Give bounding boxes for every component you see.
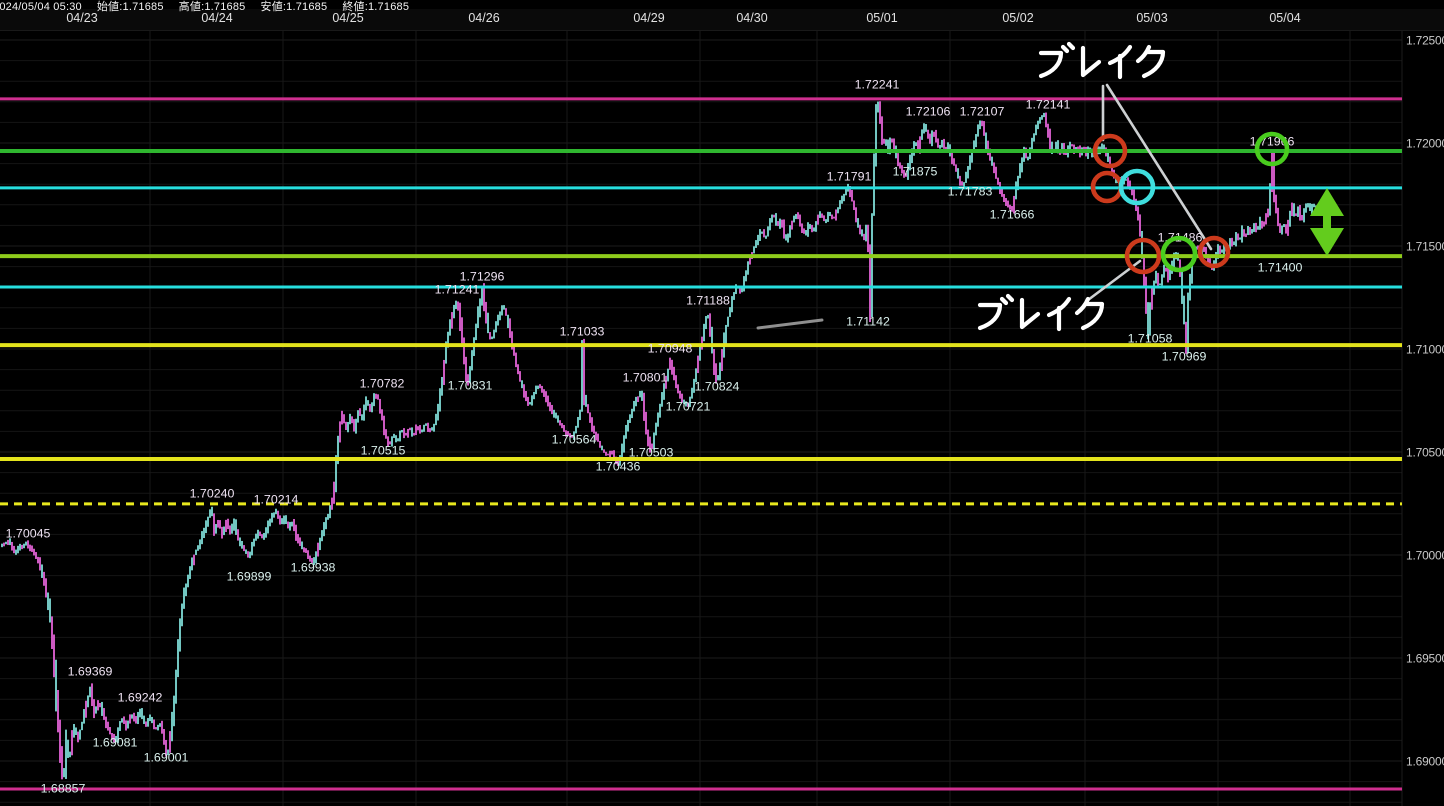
- swing-price-label: 1.72241: [855, 78, 900, 92]
- break-circle: [1124, 237, 1162, 275]
- ohlc-info-bar: 2024/05/04 05:30 始値:1.71685 高値:1.71685 安値:1…: [0, 0, 439, 13]
- date-label: 04/29: [633, 11, 665, 25]
- pointer-line: [1105, 83, 1213, 251]
- candles: [1, 101, 1317, 780]
- horizontal-gridlines: [0, 39, 1402, 803]
- break-circle: [1197, 235, 1231, 269]
- date-label: 04/30: [736, 11, 768, 25]
- swing-price-label: 1.70831: [448, 379, 493, 393]
- price-axis-label: 1.72000: [1406, 137, 1444, 151]
- date-label: 05/04: [1269, 11, 1301, 25]
- date-label: 05/03: [1136, 11, 1168, 25]
- swing-price-label: 1.70503: [629, 446, 674, 460]
- ohlc-field: 高値:1.71685: [178, 1, 246, 13]
- date-label: 05/01: [866, 11, 898, 25]
- swing-price-label: 1.71666: [990, 208, 1035, 222]
- price-axis[interactable]: 1.72500 1.72000 1.71500 1.71000 1.70500 1.700…: [1406, 34, 1444, 769]
- swing-price-label: 1.69899: [227, 570, 272, 584]
- price-axis-label: 1.71500: [1406, 240, 1444, 254]
- break-circle: [1092, 133, 1128, 169]
- swing-price-label: 1.70515: [361, 444, 406, 458]
- swing-price-label: 1.72107: [960, 105, 1005, 119]
- ohlc-values: 始値:1.71685 高値:1.71685 安値:1.71685 終値:1.71685: [97, 1, 424, 13]
- swing-price-label: 1.71400: [1258, 261, 1303, 275]
- break-annotation-bottom: ブレイク: [977, 293, 1105, 332]
- swing-price-label: 1.71142: [846, 315, 890, 329]
- date-label: 05/02: [1002, 11, 1034, 25]
- double-arrow-icon: [1310, 188, 1344, 256]
- swing-price-label: 1.70782: [360, 377, 405, 391]
- swing-price-label: 1.69369: [68, 665, 113, 679]
- swing-price-label: 1.71791: [827, 170, 872, 184]
- swing-price-label: 1.70240: [190, 487, 235, 501]
- swing-price-label: 1.71188: [686, 294, 730, 308]
- break-circle: [1254, 131, 1290, 167]
- date-label: 04/25: [332, 11, 364, 25]
- swing-price-label: 1.70948: [648, 342, 693, 356]
- swing-price-label: 1.70564: [552, 433, 597, 447]
- price-axis-label: 1.71000: [1406, 343, 1444, 357]
- date-label: 04/23: [66, 11, 98, 25]
- ohlc-field: 終値:1.71685: [342, 1, 410, 13]
- break-annotation-top: ブレイク: [1038, 41, 1166, 80]
- swing-price-label: 1.71241: [435, 283, 480, 297]
- swing-price-label: 1.70214: [254, 493, 299, 507]
- date-label: 04/24: [201, 11, 233, 25]
- ohlc-field: 安値:1.71685: [260, 1, 328, 13]
- swing-price-label: 1.70824: [695, 380, 740, 394]
- swing-price-label: 1.70801: [623, 371, 668, 385]
- break-circle: [1118, 168, 1156, 206]
- price-axis-label: 1.69000: [1406, 755, 1444, 769]
- trend-segment: [756, 318, 824, 330]
- swing-price-label: 1.72106: [906, 105, 951, 119]
- price-axis-label: 1.70000: [1406, 549, 1444, 563]
- swing-price-label: 1.70045: [6, 527, 51, 541]
- swing-price-label: 1.69001: [144, 751, 189, 765]
- swing-price-label: 1.68857: [41, 782, 86, 796]
- swing-price-labels: 1.70045 1.69369 1.69242 1.69081 1.69001 1.688…: [6, 78, 1303, 796]
- range-arrow: [1310, 188, 1344, 256]
- vertical-gridlines: [149, 30, 1403, 806]
- swing-price-label: 1.70436: [596, 460, 641, 474]
- swing-price-label: 1.71296: [460, 270, 505, 284]
- ohlc-datetime: 2024/05/04 05:30: [0, 1, 82, 13]
- swing-price-label: 1.71033: [560, 325, 605, 339]
- swing-price-label: 1.70969: [1162, 350, 1207, 364]
- swing-price-label: 1.71875: [893, 165, 938, 179]
- swing-price-label: 1.69242: [118, 691, 163, 705]
- swing-price-label: 1.72141: [1026, 98, 1071, 112]
- date-axis[interactable]: 04/23 04/24 04/25 04/26 04/29 04/30 05/01 05/02…: [0, 9, 1444, 31]
- swing-price-label: 1.69081: [93, 736, 138, 750]
- swing-price-label: 1.70721: [666, 400, 711, 414]
- price-axis-label: 1.70500: [1406, 446, 1444, 460]
- break-circle: [1160, 235, 1198, 273]
- swing-price-label: 1.71783: [948, 185, 993, 199]
- price-axis-label: 1.69500: [1406, 652, 1444, 666]
- date-label: 04/26: [468, 11, 500, 25]
- ohlc-field: 始値:1.71685: [96, 1, 164, 13]
- horizontal-price-lines: [0, 97, 1402, 791]
- price-axis-label: 1.72500: [1406, 34, 1444, 48]
- break-circles: [1090, 131, 1290, 275]
- swing-price-label: 1.69938: [291, 561, 336, 575]
- swing-price-label: 1.71058: [1128, 332, 1173, 346]
